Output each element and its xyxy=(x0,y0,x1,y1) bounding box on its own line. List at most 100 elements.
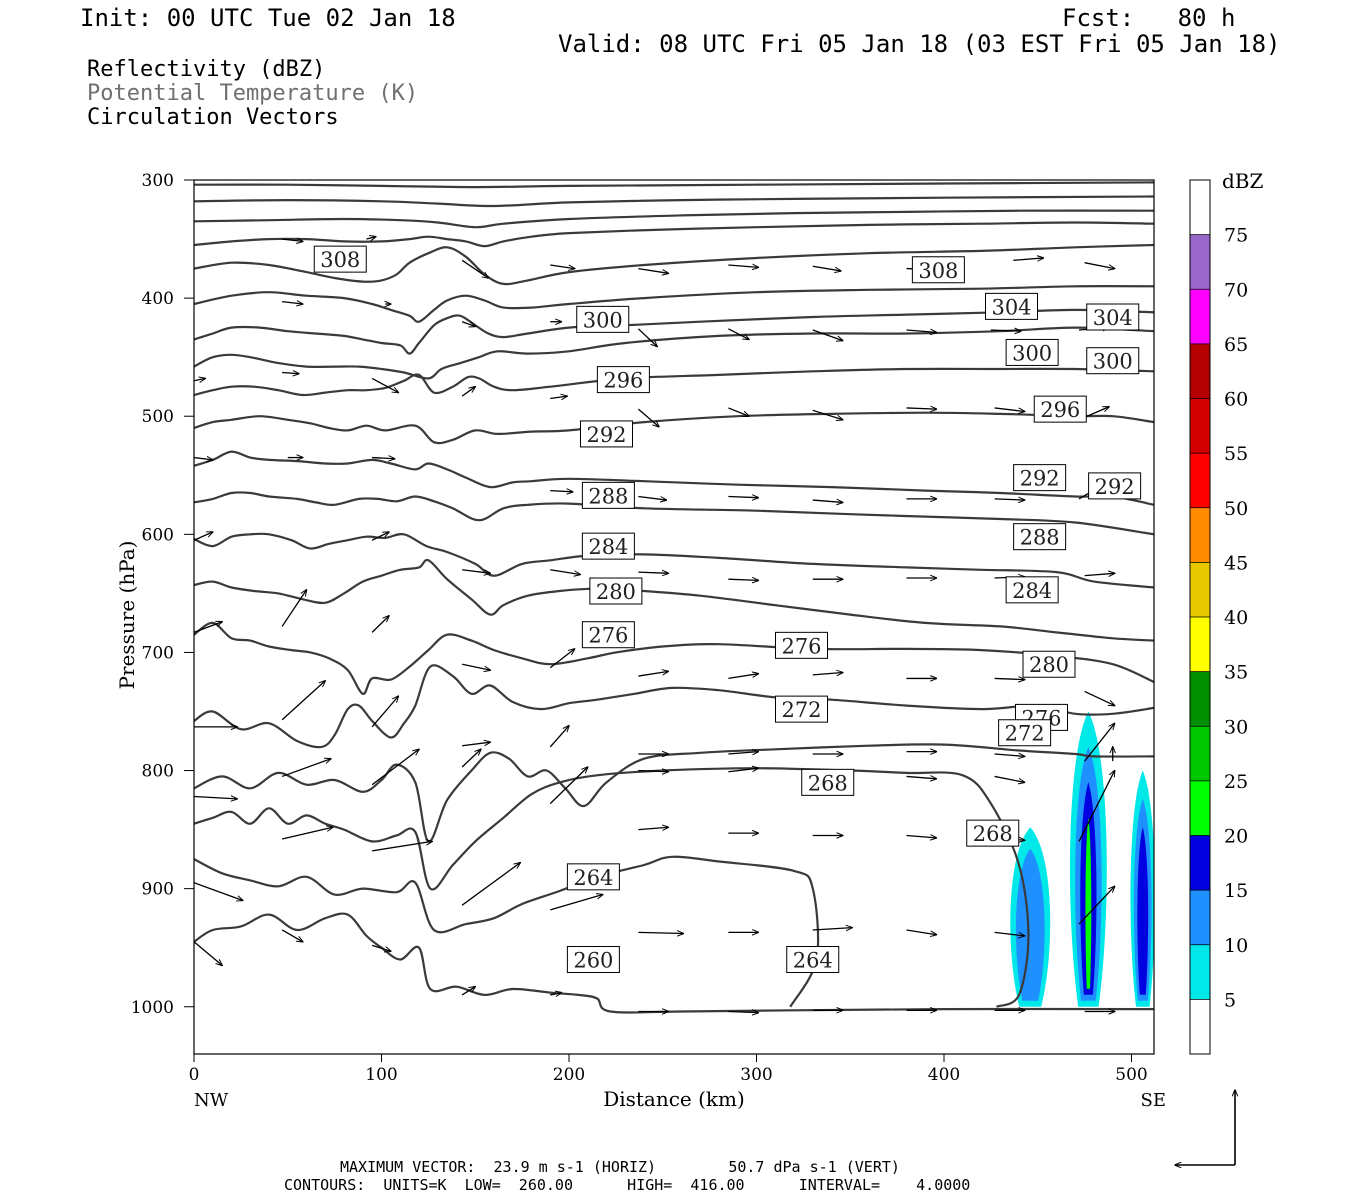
y-axis-title: Pressure (hPa) xyxy=(115,541,139,690)
contour-label: 264 xyxy=(793,949,833,973)
contour-label: 272 xyxy=(781,698,821,722)
circulation-vector xyxy=(366,237,376,239)
contour-label: 280 xyxy=(596,580,636,604)
circulation-vector xyxy=(906,776,937,778)
circulation-vector xyxy=(371,944,391,951)
colorbar-swatch xyxy=(1190,289,1210,344)
legend-circulation-vectors: Circulation Vectors xyxy=(87,105,339,130)
circulation-vector xyxy=(994,407,1025,412)
colorbar-title: dBZ xyxy=(1222,169,1264,193)
x-tick-label: 200 xyxy=(553,1065,585,1085)
circulation-vector xyxy=(638,671,668,677)
circulation-vector xyxy=(550,396,567,398)
y-tick-label: 1000 xyxy=(131,998,174,1018)
colorbar-label: 10 xyxy=(1224,935,1248,957)
contour-label-box xyxy=(313,245,367,273)
circulation-vector xyxy=(1084,262,1115,269)
contour-label-box xyxy=(1013,523,1067,551)
contour-label: 268 xyxy=(808,771,848,795)
contour-label-box xyxy=(786,946,840,974)
reflectivity-cell xyxy=(1085,817,1092,989)
max-vector-note: MAXIMUM VECTOR: 23.9 m s-1 (HORIZ) 50.7 … xyxy=(340,1158,900,1176)
circulation-vector xyxy=(372,841,432,852)
colorbar-label: 75 xyxy=(1224,225,1248,247)
colorbar-label: 20 xyxy=(1224,826,1248,848)
circulation-vector xyxy=(281,590,306,627)
circulation-vector xyxy=(994,499,1025,500)
colorbar-swatch xyxy=(1190,726,1210,781)
colorbar-swatch xyxy=(1190,999,1210,1054)
colorbar-label: 35 xyxy=(1224,662,1248,684)
circulation-vector xyxy=(372,458,395,459)
circulation-vector xyxy=(461,663,490,670)
reflectivity-cell xyxy=(1137,827,1149,995)
x-tick-label: 500 xyxy=(1115,1065,1147,1085)
circulation-vector xyxy=(728,328,749,340)
x-tick-label: 0 xyxy=(189,1065,200,1085)
circulation-vector xyxy=(638,495,666,501)
circulation-vector xyxy=(550,895,603,911)
circulation-vector xyxy=(906,330,937,332)
circulation-vector xyxy=(550,993,561,995)
circulation-vector xyxy=(461,987,475,996)
contour-label: 300 xyxy=(1012,341,1052,365)
contour-label-box xyxy=(581,532,635,560)
circulation-vector xyxy=(1084,690,1115,705)
isentrope-296 xyxy=(194,450,1154,506)
circulation-vector xyxy=(906,408,937,409)
isentrope-304 xyxy=(194,367,1154,397)
circulation-vector xyxy=(638,827,668,829)
contour-label-box xyxy=(998,719,1052,747)
x-axis-title: Distance (km) xyxy=(603,1087,745,1111)
contour-label-box xyxy=(1013,464,1067,492)
y-tick-label: 900 xyxy=(142,880,174,900)
contour-label-box xyxy=(801,768,855,796)
contour-label: 300 xyxy=(1093,350,1133,374)
circulation-vector xyxy=(281,681,325,721)
init-time: Init: 00 UTC Tue 02 Jan 18 xyxy=(80,4,456,32)
isentrope-336 xyxy=(194,181,1154,189)
circulation-vector xyxy=(990,330,1021,331)
forecast-hour: Fcst: 80 h xyxy=(1062,4,1236,32)
contour-label: 288 xyxy=(1020,526,1060,550)
legend-potential-temperature: Potential Temperature (K) xyxy=(87,81,419,106)
circulation-vector xyxy=(728,497,758,498)
circulation-vector xyxy=(194,532,213,541)
colorbar-label: 50 xyxy=(1224,498,1248,520)
contour-label: 280 xyxy=(1029,653,1069,677)
circulation-vector xyxy=(462,569,490,574)
isentrope-280 xyxy=(194,621,1154,695)
circulation-vector xyxy=(637,408,659,427)
contour-label-box xyxy=(1022,650,1076,678)
contour-label-box xyxy=(1088,472,1142,500)
circulation-vector xyxy=(371,616,389,633)
colorbar-label: 45 xyxy=(1224,552,1248,574)
circulation-vector xyxy=(194,458,213,460)
circulation-vector xyxy=(994,754,1025,756)
isentrope-308 xyxy=(194,326,1154,380)
circulation-vector xyxy=(549,767,588,805)
x-label-right: SE xyxy=(1141,1090,1166,1111)
isentrope-328 xyxy=(194,209,1154,229)
colorbar-swatch xyxy=(1190,835,1210,891)
contour-label-box xyxy=(1005,576,1059,604)
circulation-vector xyxy=(550,569,580,575)
circulation-vector xyxy=(462,742,490,747)
y-tick-label: 300 xyxy=(142,171,174,191)
contour-label: 264 xyxy=(573,866,613,890)
contour-label: 268 xyxy=(973,822,1013,846)
circulation-vector xyxy=(194,941,222,966)
colorbar-swatch xyxy=(1190,180,1210,235)
circulation-vector xyxy=(1084,723,1115,762)
colorbar-label: 5 xyxy=(1224,989,1236,1011)
circulation-vector xyxy=(282,239,303,241)
circulation-vector xyxy=(1078,771,1115,842)
circulation-vector xyxy=(638,771,668,772)
colorbar-swatch xyxy=(1190,890,1210,945)
contour-label-box xyxy=(775,695,828,723)
contour-label-box xyxy=(911,256,965,284)
circulation-vector xyxy=(812,928,852,930)
isentrope-316 xyxy=(194,285,1154,323)
isentrope-264 xyxy=(194,855,820,1008)
colorbar-swatch xyxy=(1190,234,1210,290)
